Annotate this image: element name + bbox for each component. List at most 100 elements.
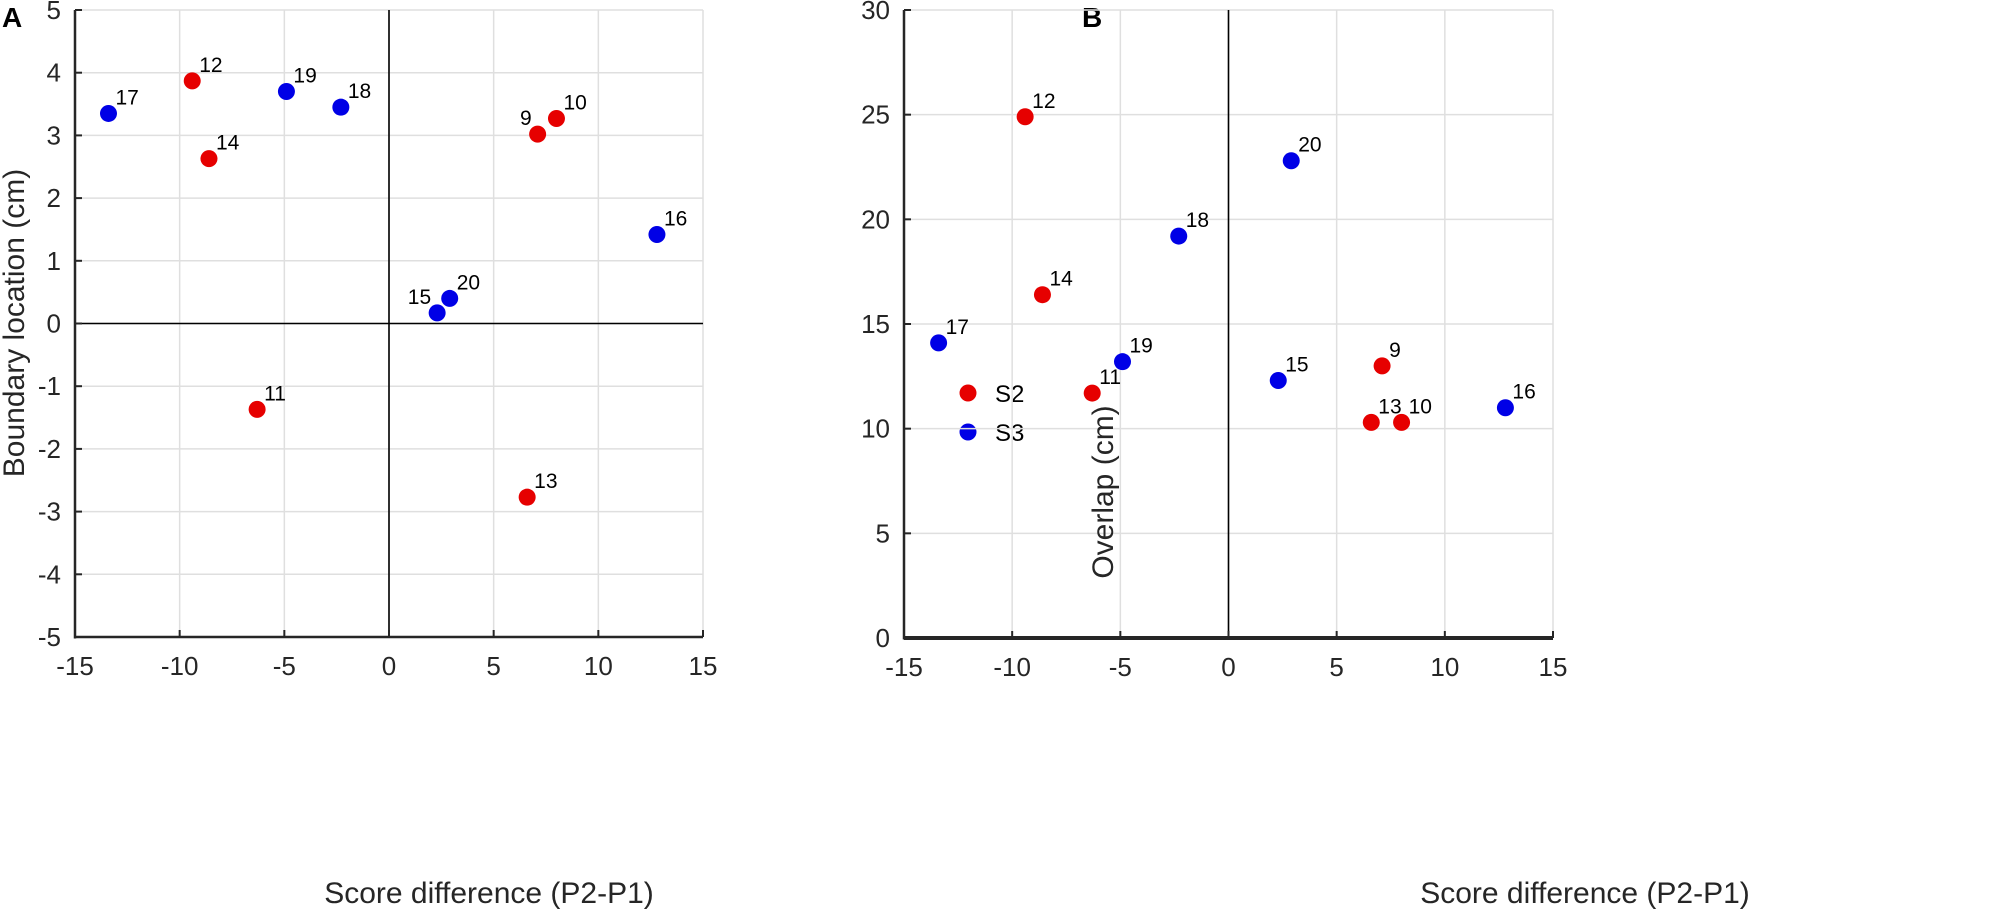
panel-a-x-tick-label: 15 <box>689 651 718 681</box>
panel-b-y-tick-label: 20 <box>861 204 890 234</box>
panel-a-point-16 <box>648 225 666 243</box>
panel-b-point-20 <box>1282 152 1300 170</box>
panel-a-y-ticks: -5 -4 -3 -2 -1 0 1 2 3 4 5 <box>38 0 82 652</box>
panel-b-y-ticks: 0 5 10 15 20 25 30 <box>861 0 911 653</box>
panel-a-point-15 <box>428 304 446 322</box>
panel-b-point-14 <box>1033 286 1051 304</box>
panel-a-y-tick-label: 2 <box>47 183 61 213</box>
panel-a-points: 12 14 11 9 10 13 17 19 18 15 20 16 <box>99 54 687 506</box>
panel-a-point-label-14: 14 <box>216 132 240 155</box>
panel-a-point-label-18: 18 <box>348 80 371 103</box>
panel-a-y-tick-label: 5 <box>47 0 61 25</box>
panel-a-point-label-11: 11 <box>264 382 286 405</box>
panel-b-x-tick-label: 10 <box>1430 652 1459 682</box>
panel-a-point-label-12: 12 <box>199 54 222 77</box>
legend-label-s2: S2 <box>995 381 1024 408</box>
panel-a-y-label: Boundary location (cm) <box>0 169 31 477</box>
panel-b: B -15 -10 -5 0 5 10 15 0 5 10 15 20 25 30 12 14 11 9 13 1… <box>861 0 1750 910</box>
panel-a-y-tick-label: -3 <box>38 497 61 527</box>
panel-b-y-tick-label: 25 <box>861 100 890 130</box>
panel-a-point-10 <box>547 109 565 127</box>
panel-b-x-tick-label: -5 <box>1109 652 1132 682</box>
panel-a-x-ticks: -15 -10 -5 0 5 10 15 <box>56 630 717 681</box>
panel-a-point-14 <box>200 150 218 168</box>
panel-b-point-12 <box>1016 108 1034 126</box>
panel-a-point-label-19: 19 <box>293 65 316 88</box>
panel-a-y-tick-label: -2 <box>38 434 61 464</box>
panel-b-y-tick-label: 10 <box>861 414 890 444</box>
panel-a-y-tick-label: 1 <box>47 246 61 276</box>
panel-a-x-tick-label: 10 <box>584 651 613 681</box>
panel-b-point-19 <box>1113 353 1131 371</box>
panel-b-point-label-9: 9 <box>1389 339 1401 362</box>
panel-b-y-tick-label: 0 <box>876 623 890 653</box>
panel-a-point-label-15: 15 <box>408 286 431 309</box>
panel-a-x-tick-label: -5 <box>273 651 296 681</box>
panel-a-x-tick-label: 5 <box>486 651 500 681</box>
legend: S2 S3 <box>959 381 1024 447</box>
panel-b-x-ticks: -15 -10 -5 0 5 10 15 <box>885 631 1567 682</box>
panel-b-point-13 <box>1362 413 1380 431</box>
panel-a-point-label-20: 20 <box>457 271 480 294</box>
panel-a-point-20 <box>441 289 459 307</box>
panel-b-point-label-16: 16 <box>1512 381 1535 404</box>
panel-a-x-label: Score difference (P2-P1) <box>324 877 654 910</box>
panel-b-y-tick-label: 15 <box>861 309 890 339</box>
panel-b-x-tick-label: 0 <box>1221 652 1235 682</box>
panel-a-point-label-9: 9 <box>520 107 532 130</box>
panel-a-y-tick-label: 4 <box>47 58 61 88</box>
panel-a-point-11 <box>248 400 266 418</box>
panel-a-y-tick-label: -1 <box>38 371 61 401</box>
legend-item-s3: S3 <box>959 420 1024 447</box>
panel-b-y-label: Overlap (cm) <box>1087 405 1120 578</box>
panel-b-x-label: Score difference (P2-P1) <box>1420 877 1750 910</box>
panel-b-x-tick-label: 5 <box>1329 652 1343 682</box>
panel-a-x-tick-label: -15 <box>56 651 94 681</box>
panel-a-point-label-16: 16 <box>664 207 687 230</box>
panel-b-point-label-11: 11 <box>1099 366 1121 389</box>
panel-a-y-tick-label: -4 <box>38 559 61 589</box>
legend-item-s2: S2 <box>959 381 1024 408</box>
panel-b-x-tick-label: 15 <box>1539 652 1568 682</box>
panel-a-point-label-10: 10 <box>563 91 586 114</box>
panel-b-point-label-20: 20 <box>1298 134 1321 157</box>
panel-b-point-16 <box>1496 399 1514 417</box>
panel-b-points: 12 14 11 9 13 10 17 19 18 20 15 16 <box>930 90 1536 431</box>
panel-a-point-13 <box>518 488 536 506</box>
panel-b-point-11 <box>1083 384 1101 402</box>
panel-b-point-9 <box>1373 357 1391 375</box>
panel-b-point-label-13: 13 <box>1378 395 1401 418</box>
panel-a-point-label-17: 17 <box>115 86 138 109</box>
panel-b-point-label-10: 10 <box>1409 395 1432 418</box>
panel-a-point-19 <box>277 83 295 101</box>
panel-b-point-label-19: 19 <box>1129 335 1152 358</box>
legend-marker-s3 <box>959 423 977 441</box>
panel-a-point-12 <box>183 72 201 90</box>
panel-b-x-tick-label: -15 <box>885 652 923 682</box>
panel-a-point-9 <box>529 125 547 143</box>
panel-a-x-tick-label: -10 <box>161 651 199 681</box>
panel-b-y-tick-label: 5 <box>876 518 890 548</box>
legend-marker-s2 <box>959 384 977 402</box>
panel-b-point-label-12: 12 <box>1032 90 1055 113</box>
panel-a-y-tick-label: 0 <box>47 309 61 339</box>
panel-a-point-17 <box>99 104 117 122</box>
panel-b-point-18 <box>1170 227 1188 245</box>
panel-b-letter: B <box>1082 2 1102 33</box>
panel-a-zero-lines <box>75 10 703 637</box>
panel-a-point-18 <box>332 98 350 116</box>
panel-b-point-label-15: 15 <box>1285 354 1308 377</box>
panel-a-x-tick-label: 0 <box>382 651 396 681</box>
panel-a-y-tick-label: -5 <box>38 622 61 652</box>
panel-b-point-10 <box>1393 413 1411 431</box>
panel-b-y-tick-label: 30 <box>861 0 890 25</box>
panel-b-point-label-14: 14 <box>1049 268 1073 291</box>
panel-b-x-tick-label: -10 <box>993 652 1031 682</box>
panel-b-point-17 <box>930 334 948 352</box>
panel-a-y-tick-label: 3 <box>47 120 61 150</box>
panel-b-point-15 <box>1269 372 1287 390</box>
panel-a-letter: A <box>2 2 22 33</box>
panel-b-point-label-17: 17 <box>946 316 969 339</box>
